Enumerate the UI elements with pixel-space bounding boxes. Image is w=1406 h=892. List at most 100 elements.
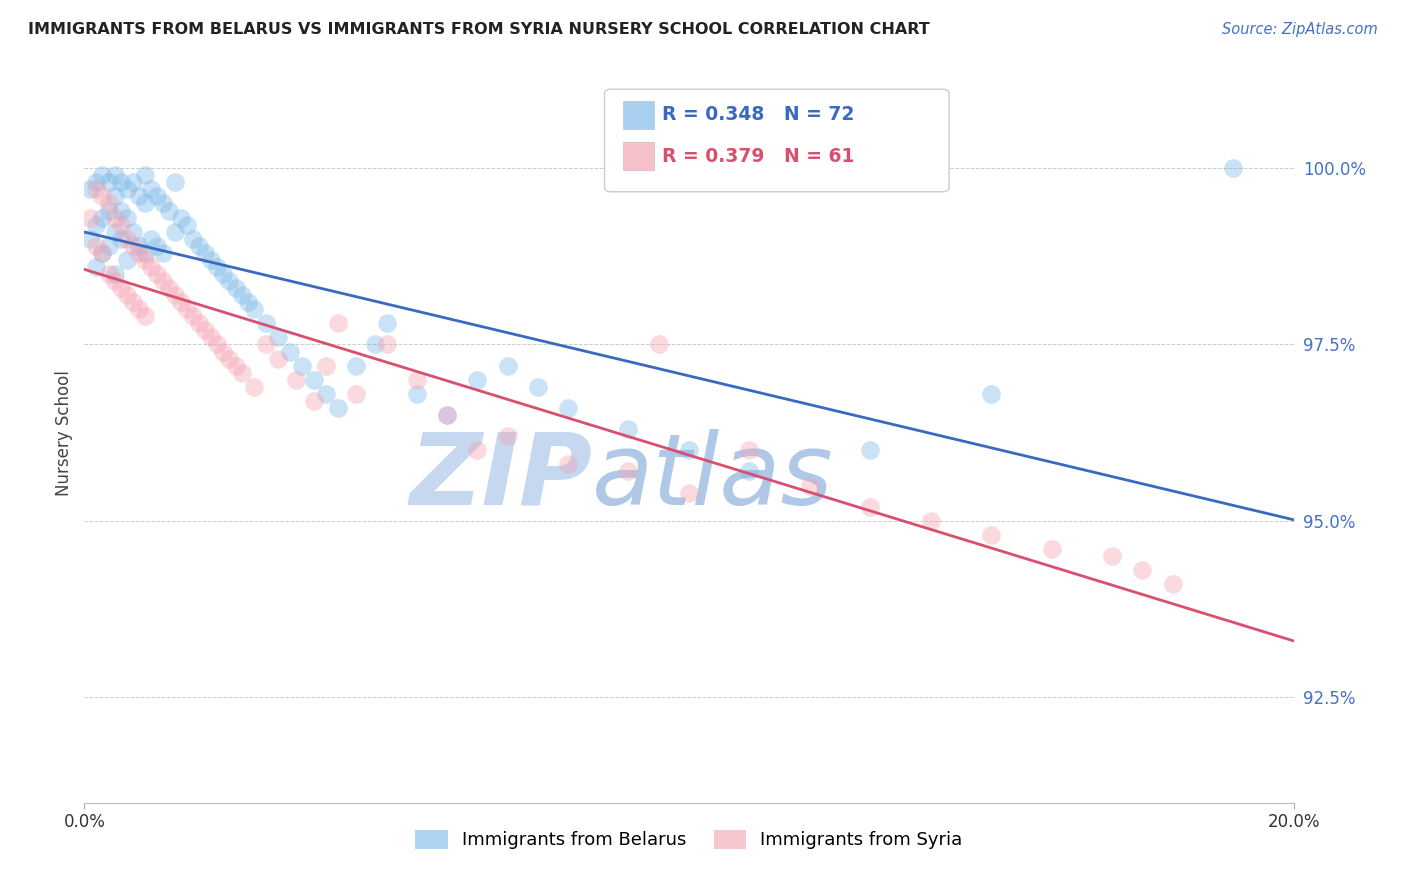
Point	[86, 260, 108, 274]
Point	[406, 387, 429, 401]
Point	[267, 351, 290, 366]
Point	[236, 295, 259, 310]
Point	[285, 373, 308, 387]
Point	[110, 232, 132, 246]
Point	[165, 288, 187, 302]
Point	[302, 373, 325, 387]
Point	[146, 239, 169, 253]
Point	[799, 478, 821, 492]
Point	[218, 351, 240, 366]
Point	[176, 302, 198, 317]
Point	[115, 252, 138, 267]
Point	[315, 387, 337, 401]
Point	[97, 203, 120, 218]
Point	[328, 401, 350, 415]
Point	[207, 260, 229, 274]
Point	[920, 514, 942, 528]
Point	[115, 182, 138, 196]
Point	[134, 245, 156, 260]
Point	[496, 359, 519, 373]
Point	[170, 211, 193, 225]
Point	[617, 422, 640, 436]
Point	[267, 330, 290, 344]
Point	[181, 232, 204, 246]
Point	[86, 218, 108, 232]
Point	[406, 373, 429, 387]
Point	[375, 337, 398, 351]
Point	[200, 252, 222, 267]
Point	[242, 302, 264, 317]
Point	[139, 232, 162, 246]
Point	[152, 245, 174, 260]
Point	[104, 225, 127, 239]
Point	[346, 387, 368, 401]
Point	[557, 458, 579, 472]
Point	[97, 175, 120, 189]
Point	[738, 464, 761, 478]
Point	[128, 189, 150, 203]
Point	[170, 295, 193, 310]
Point	[315, 359, 337, 373]
Point	[375, 316, 398, 330]
Point	[225, 359, 247, 373]
Point	[91, 245, 114, 260]
Point	[859, 500, 882, 514]
Point	[225, 281, 247, 295]
Point	[79, 232, 101, 246]
Text: R = 0.379   N = 61: R = 0.379 N = 61	[662, 146, 855, 166]
Point	[97, 267, 120, 281]
Point	[302, 393, 325, 408]
Point	[146, 189, 169, 203]
Point	[104, 211, 127, 225]
Point	[79, 211, 101, 225]
Point	[188, 316, 211, 330]
Point	[436, 408, 458, 422]
Point	[104, 189, 127, 203]
Point	[212, 344, 235, 359]
Point	[328, 316, 350, 330]
Point	[436, 408, 458, 422]
Point	[86, 175, 108, 189]
Point	[121, 225, 143, 239]
Point	[104, 267, 127, 281]
Point	[139, 182, 162, 196]
Point	[648, 337, 671, 351]
Point	[121, 295, 143, 310]
Point	[86, 182, 108, 196]
Point	[1101, 549, 1123, 563]
Point	[91, 211, 114, 225]
Text: R = 0.348   N = 72: R = 0.348 N = 72	[662, 105, 855, 125]
Point	[467, 443, 489, 458]
Point	[91, 245, 114, 260]
Text: IMMIGRANTS FROM BELARUS VS IMMIGRANTS FROM SYRIA NURSERY SCHOOL CORRELATION CHAR: IMMIGRANTS FROM BELARUS VS IMMIGRANTS FR…	[28, 22, 929, 37]
Point	[157, 281, 180, 295]
Point	[91, 168, 114, 182]
Point	[121, 175, 143, 189]
Point	[278, 344, 301, 359]
Point	[128, 245, 150, 260]
Point	[128, 239, 150, 253]
Point	[678, 443, 700, 458]
Point	[1161, 577, 1184, 591]
Point	[254, 316, 277, 330]
Point	[207, 337, 229, 351]
Point	[527, 380, 550, 394]
Point	[134, 310, 156, 324]
Point	[97, 239, 120, 253]
Point	[110, 203, 132, 218]
Point	[617, 464, 640, 478]
Point	[194, 245, 217, 260]
Point	[121, 239, 143, 253]
Point	[91, 189, 114, 203]
Point	[139, 260, 162, 274]
Point	[1040, 541, 1063, 556]
Point	[110, 175, 132, 189]
Text: ZIP: ZIP	[409, 428, 592, 525]
Point	[231, 366, 253, 380]
Point	[176, 218, 198, 232]
Point	[104, 168, 127, 182]
Text: Source: ZipAtlas.com: Source: ZipAtlas.com	[1222, 22, 1378, 37]
Point	[231, 288, 253, 302]
Point	[859, 443, 882, 458]
Point	[980, 387, 1002, 401]
